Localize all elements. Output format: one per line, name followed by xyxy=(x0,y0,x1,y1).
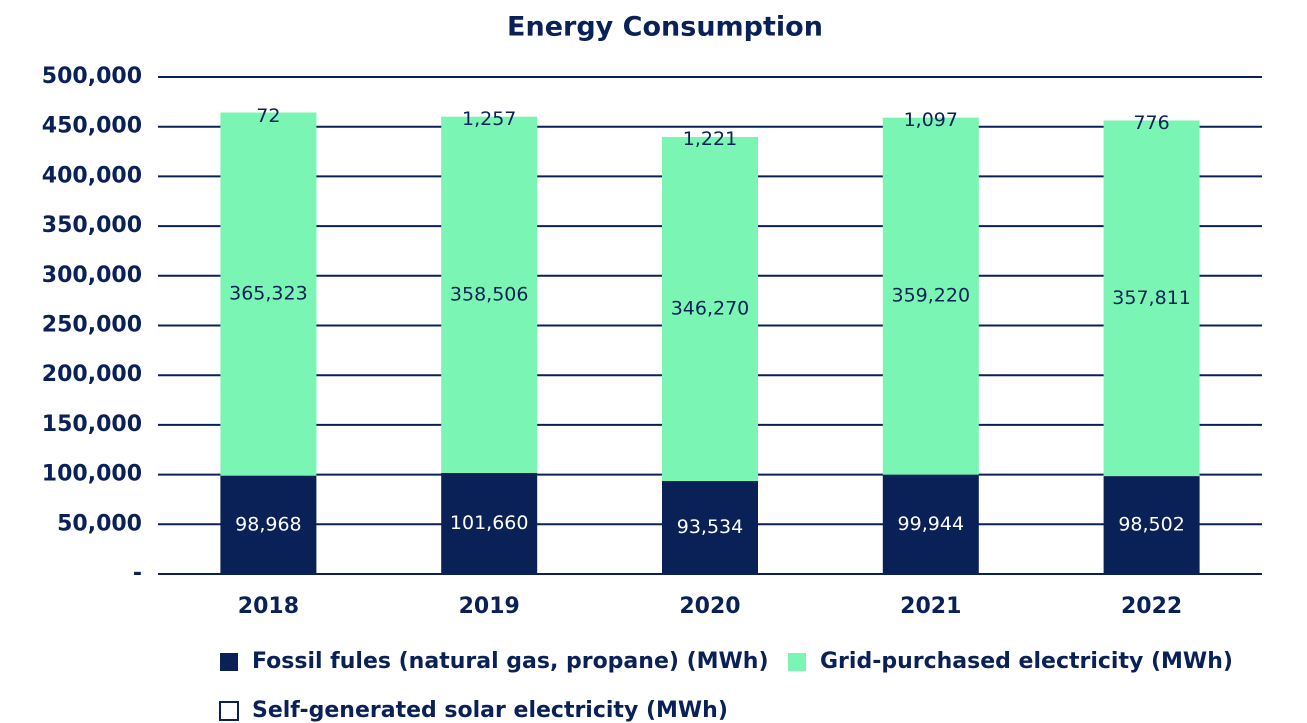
bar-segment xyxy=(220,475,317,574)
data-label: 1,221 xyxy=(683,128,737,150)
bar-segment xyxy=(662,135,758,137)
x-tick-label: 2018 xyxy=(238,594,299,619)
bar-segment xyxy=(1103,476,1200,574)
data-label: 101,660 xyxy=(450,512,529,534)
y-tick-label: 300,000 xyxy=(42,263,142,288)
legend-swatch xyxy=(219,701,239,721)
y-tick-label: - xyxy=(133,561,142,586)
bar-segment xyxy=(882,474,979,574)
x-tick-label: 2019 xyxy=(459,594,520,619)
x-tick-label: 2020 xyxy=(679,594,740,619)
bar-segment xyxy=(882,116,979,118)
y-tick-label: 200,000 xyxy=(42,362,142,387)
bar-segment xyxy=(441,472,538,574)
data-label: 98,502 xyxy=(1118,514,1184,536)
y-tick-label: 250,000 xyxy=(42,313,142,338)
y-tick-label: 500,000 xyxy=(42,64,142,89)
data-label: 93,534 xyxy=(677,516,743,538)
data-label: 72 xyxy=(256,105,280,127)
y-tick-label: 100,000 xyxy=(42,462,142,487)
bar-segment xyxy=(441,115,538,117)
data-label: 358,506 xyxy=(450,283,529,305)
bar-segment xyxy=(662,481,758,574)
legend-label: Fossil fules (natural gas, propane) (MWh… xyxy=(252,649,769,674)
legend-label: Self-generated solar electricity (MWh) xyxy=(252,698,728,723)
bar-segment xyxy=(1103,120,1200,477)
data-label: 1,097 xyxy=(904,109,958,131)
legend-swatch xyxy=(220,653,238,671)
y-tick-label: 350,000 xyxy=(42,213,142,238)
x-tick-label: 2022 xyxy=(1121,594,1182,619)
bar-segment xyxy=(882,117,979,475)
bar-segment xyxy=(441,116,538,473)
chart-title: Energy Consumption xyxy=(507,12,823,43)
data-label: 365,323 xyxy=(229,283,308,305)
y-tick-label: 50,000 xyxy=(57,511,142,536)
legend-label: Grid-purchased electricity (MWh) xyxy=(820,649,1233,674)
y-tick-label: 450,000 xyxy=(42,114,142,139)
legend-swatch xyxy=(788,653,806,671)
data-label: 357,811 xyxy=(1112,287,1191,309)
data-label: 98,968 xyxy=(235,513,301,535)
x-tick-label: 2021 xyxy=(900,594,961,619)
data-label: 346,270 xyxy=(671,297,750,319)
data-label: 359,220 xyxy=(892,285,971,307)
data-label: 99,944 xyxy=(898,513,964,535)
y-tick-label: 400,000 xyxy=(42,163,142,188)
bar-segment xyxy=(1103,119,1200,121)
data-label: 776 xyxy=(1133,112,1169,134)
data-label: 1,257 xyxy=(462,108,516,130)
bar-segment xyxy=(220,112,317,476)
y-tick-label: 150,000 xyxy=(42,412,142,437)
bar-segment xyxy=(662,136,758,482)
